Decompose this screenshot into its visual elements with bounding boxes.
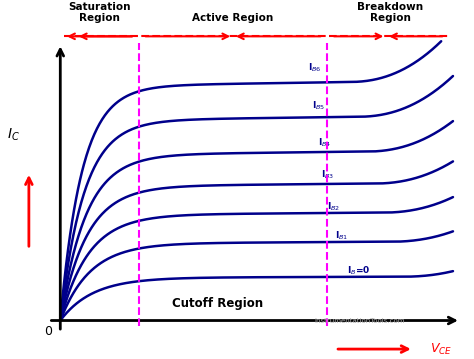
Text: Active Region: Active Region — [192, 14, 273, 23]
Text: I$_{B3}$: I$_{B3}$ — [321, 169, 335, 181]
Text: Cutoff Region: Cutoff Region — [172, 297, 263, 310]
Text: I$_{B2}$: I$_{B2}$ — [328, 201, 340, 213]
Text: 0: 0 — [45, 326, 53, 339]
Text: I$_{B}$=0: I$_{B}$=0 — [347, 265, 370, 277]
Text: I$_{B1}$: I$_{B1}$ — [335, 229, 348, 242]
Text: InstrumentationTools.com: InstrumentationTools.com — [314, 318, 405, 325]
Text: Saturation
Region: Saturation Region — [68, 2, 131, 23]
Text: Breakdown
Region: Breakdown Region — [357, 2, 423, 23]
Text: V$_{CE}$: V$_{CE}$ — [430, 341, 452, 356]
Text: I$_{B5}$: I$_{B5}$ — [311, 99, 325, 112]
Text: I$_{B4}$: I$_{B4}$ — [318, 137, 331, 149]
Text: I$_{B6}$: I$_{B6}$ — [308, 62, 321, 74]
Text: I$_C$: I$_C$ — [7, 127, 20, 143]
